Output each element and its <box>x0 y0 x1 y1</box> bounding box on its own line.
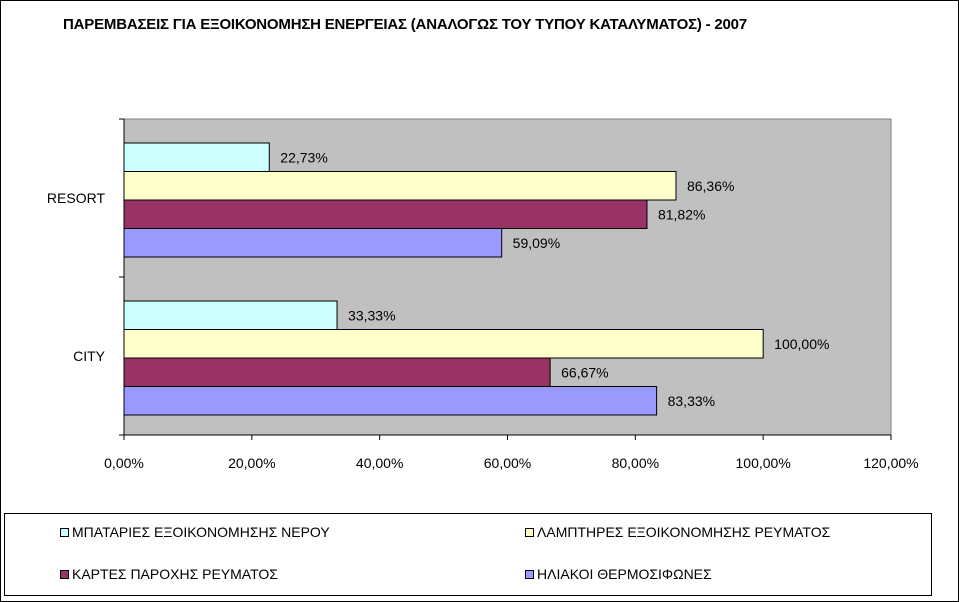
bar <box>123 386 658 416</box>
bar <box>123 142 270 172</box>
bar <box>123 329 764 359</box>
bar <box>123 300 338 330</box>
data-label: 86,36% <box>687 178 734 194</box>
chart-legend: ΜΠΑΤΑΡΙΕΣ ΕΞΟΙΚΟΝΟΜΗΣΗΣ ΝΕΡΟΥ ΛΑΜΠΤΗΡΕΣ Ε… <box>4 513 932 596</box>
legend-label: ΗΛΙΑΚΟΙ ΘΕΡΜΟΣΙΦΩΝΕΣ <box>537 566 712 582</box>
data-label: 81,82% <box>658 206 705 222</box>
data-label: 83,33% <box>668 393 715 409</box>
legend-label: ΚΑΡΤΕΣ ΠΑΡΟΧΗΣ ΡΕΥΜΑΤΟΣ <box>72 566 278 582</box>
data-label: 66,67% <box>561 364 608 380</box>
legend-item: ΗΛΙΑΚΟΙ ΘΕΡΜΟΣΙΦΩΝΕΣ <box>525 566 712 582</box>
data-label: 22,73% <box>280 149 327 165</box>
legend-swatch <box>525 527 534 537</box>
legend-item: ΛΑΜΠΤΗΡΕΣ ΕΞΟΙΚΟΝΟΜΗΣΗΣ ΡΕΥΜΑΤΟΣ <box>525 524 830 540</box>
x-tick-label: 120,00% <box>863 455 918 471</box>
legend-swatch <box>525 569 534 579</box>
legend-label: ΜΠΑΤΑΡΙΕΣ ΕΞΟΙΚΟΝΟΜΗΣΗΣ ΝΕΡΟΥ <box>72 524 330 540</box>
x-tick-label: 20,00% <box>228 455 275 471</box>
legend-swatch <box>60 569 69 579</box>
legend-item: ΜΠΑΤΑΡΙΕΣ ΕΞΟΙΚΟΝΟΜΗΣΗΣ ΝΕΡΟΥ <box>60 524 330 540</box>
bar <box>123 199 648 229</box>
x-tick-label: 0,00% <box>104 455 144 471</box>
x-tick-label: 40,00% <box>356 455 403 471</box>
data-label: 33,33% <box>348 307 395 323</box>
category-label: RESORT <box>47 190 106 206</box>
data-label: 100,00% <box>774 336 829 352</box>
bar <box>123 171 677 201</box>
legend-item: ΚΑΡΤΕΣ ΠΑΡΟΧΗΣ ΡΕΥΜΑΤΟΣ <box>60 566 278 582</box>
chart-title: ΠΑΡΕΜΒΑΣΕΙΣ ΓΙΑ ΕΞΟΙΚΟΝΟΜΗΣΗ ΕΝΕΡΓΕΙΑΣ (… <box>63 16 747 33</box>
x-tick-label: 60,00% <box>484 455 531 471</box>
x-tick-label: 80,00% <box>612 455 659 471</box>
bar <box>123 357 551 387</box>
data-label: 59,09% <box>513 235 560 251</box>
category-label: CITY <box>73 348 106 364</box>
x-tick-label: 100,00% <box>736 455 791 471</box>
legend-label: ΛΑΜΠΤΗΡΕΣ ΕΞΟΙΚΟΝΟΜΗΣΗΣ ΡΕΥΜΑΤΟΣ <box>537 524 831 540</box>
legend-swatch <box>60 527 69 537</box>
bar <box>123 228 503 258</box>
